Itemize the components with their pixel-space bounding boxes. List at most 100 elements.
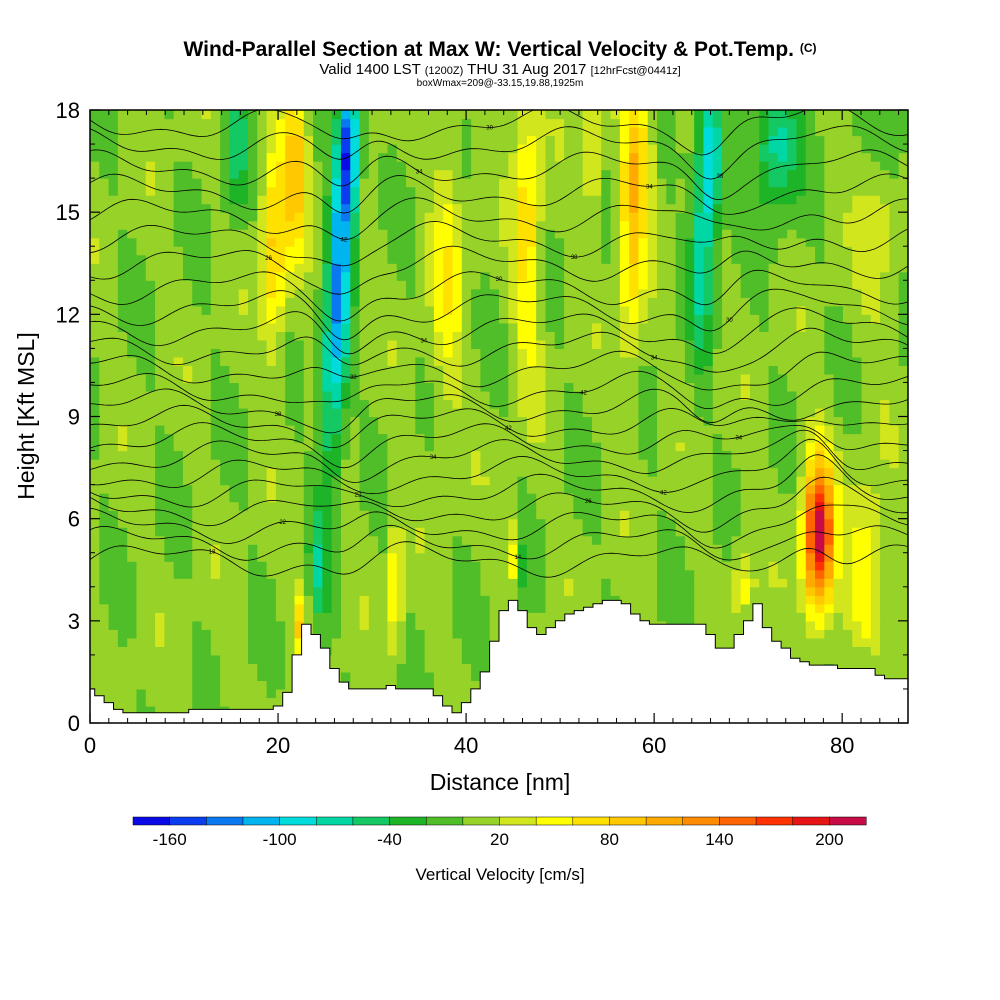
velocity-cell — [499, 484, 509, 494]
velocity-cell — [564, 118, 574, 128]
velocity-cell — [489, 484, 500, 494]
velocity-cell — [703, 578, 714, 588]
velocity-cell — [526, 620, 537, 630]
velocity-cell — [108, 425, 119, 435]
velocity-cell — [657, 442, 667, 452]
velocity-cell — [303, 161, 314, 171]
velocity-cell — [340, 314, 351, 324]
velocity-cell — [703, 331, 714, 341]
velocity-cell — [647, 365, 658, 375]
velocity-cell — [117, 603, 128, 613]
velocity-cell — [331, 612, 342, 622]
velocity-cell — [564, 263, 574, 273]
velocity-cell — [127, 186, 138, 196]
velocity-cell — [322, 305, 333, 315]
velocity-cell — [415, 527, 426, 537]
velocity-cell — [294, 637, 305, 647]
velocity-cell — [610, 356, 621, 367]
velocity-cell — [266, 339, 277, 349]
velocity-cell — [452, 637, 463, 647]
velocity-cell — [266, 382, 277, 392]
velocity-cell — [303, 373, 314, 384]
velocity-cell — [136, 433, 147, 443]
velocity-cell — [331, 416, 342, 426]
velocity-cell — [229, 254, 240, 264]
velocity-cell — [480, 178, 491, 188]
velocity-cell — [117, 646, 128, 656]
velocity-cell — [591, 535, 602, 545]
velocity-cell — [554, 612, 565, 622]
velocity-cell — [424, 433, 435, 443]
velocity-cell — [694, 450, 705, 460]
velocity-cell — [610, 144, 621, 154]
velocity-cell — [610, 407, 621, 418]
velocity-cell — [285, 322, 296, 332]
velocity-cell — [387, 586, 398, 596]
velocity-cell — [350, 399, 361, 409]
velocity-cell — [238, 305, 249, 315]
velocity-cell — [90, 450, 100, 460]
velocity-cell — [322, 348, 333, 358]
velocity-cell — [573, 237, 584, 247]
velocity-cell — [108, 212, 119, 222]
velocity-cell — [340, 152, 351, 162]
velocity-cell — [192, 688, 203, 699]
velocity-cell — [331, 450, 342, 460]
velocity-cell — [694, 578, 705, 588]
velocity-cell — [396, 399, 407, 409]
velocity-cell — [461, 246, 472, 256]
velocity-cell — [703, 263, 714, 273]
velocity-cell — [591, 578, 602, 588]
velocity-cell — [378, 603, 389, 613]
velocity-cell — [480, 382, 491, 392]
velocity-cell — [545, 195, 556, 205]
velocity-cell — [90, 459, 100, 469]
velocity-cell — [368, 271, 379, 281]
velocity-cell — [415, 425, 426, 435]
velocity-cell — [564, 399, 574, 409]
velocity-cell — [350, 595, 361, 605]
velocity-cell — [387, 195, 398, 205]
velocity-cell — [155, 331, 165, 341]
velocity-cell — [703, 195, 714, 205]
velocity-cell — [610, 501, 621, 511]
velocity-cell — [182, 637, 193, 647]
velocity-cell — [192, 552, 203, 562]
velocity-cell — [155, 407, 165, 418]
velocity-cell — [155, 425, 165, 435]
velocity-cell — [508, 382, 519, 392]
velocity-cell — [294, 510, 305, 520]
velocity-cell — [684, 407, 695, 418]
velocity-cell — [582, 433, 593, 443]
velocity-cell — [406, 246, 416, 256]
velocity-cell — [424, 127, 435, 137]
velocity-cell — [127, 237, 138, 247]
velocity-cell — [229, 586, 240, 596]
velocity-cell — [266, 365, 277, 375]
velocity-cell — [275, 382, 286, 392]
velocity-cell — [657, 510, 667, 520]
velocity-cell — [117, 297, 128, 307]
velocity-cell — [471, 416, 482, 426]
velocity-cell — [340, 382, 351, 392]
velocity-cell — [508, 390, 519, 401]
velocity-cell — [322, 518, 333, 528]
velocity-cell — [313, 467, 323, 477]
velocity-cell — [722, 271, 732, 281]
velocity-cell — [415, 637, 426, 647]
velocity-cell — [675, 237, 686, 247]
velocity-cell — [712, 603, 723, 613]
velocity-cell — [406, 552, 416, 562]
velocity-cell — [275, 450, 286, 460]
velocity-cell — [275, 297, 286, 307]
velocity-cell — [480, 407, 491, 418]
velocity-cell — [582, 348, 593, 358]
velocity-cell — [210, 442, 221, 452]
velocity-cell — [275, 671, 286, 682]
velocity-cell — [601, 425, 612, 435]
velocity-cell — [145, 493, 156, 503]
velocity-cell — [238, 450, 249, 460]
velocity-cell — [145, 697, 156, 707]
velocity-cell — [285, 620, 296, 630]
velocity-cell — [415, 646, 426, 656]
